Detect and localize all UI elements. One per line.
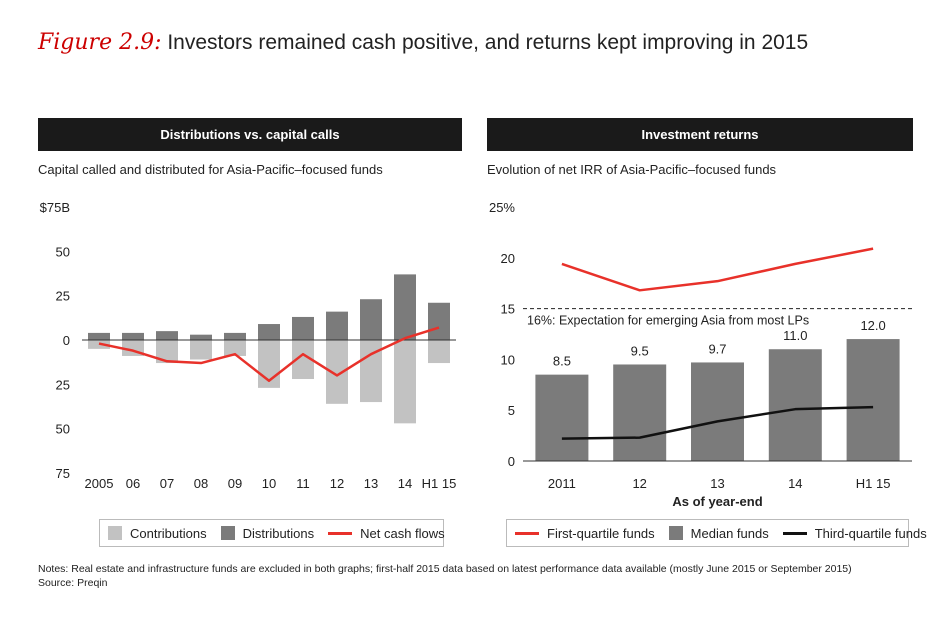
distribution-bar — [224, 332, 246, 340]
legend-swatch — [782, 531, 807, 535]
notes: Notes: Real estate and infrastructure fu… — [38, 562, 852, 590]
distribution-bar — [190, 334, 212, 340]
legend-label: Third-quartile funds — [814, 525, 927, 541]
x-tick-label: 07 — [160, 476, 174, 491]
x-axis-title: As of year-end — [672, 494, 762, 509]
x-tick-label: 11 — [296, 476, 310, 491]
left-legend: Contributions Distributions Net cash flows — [99, 519, 445, 547]
contribution-bar — [156, 340, 178, 364]
source-line: Source: Preqin — [38, 577, 108, 589]
x-tick-label: 2011 — [548, 476, 576, 491]
legend-swatch — [220, 526, 235, 540]
y-tick-label: 5 — [508, 403, 515, 418]
y-tick-label: 15 — [501, 302, 515, 317]
median-value-label: 11.0 — [783, 328, 807, 343]
median-bar — [846, 339, 900, 461]
legend-item: Contributions — [108, 526, 207, 541]
legend-swatch — [328, 531, 353, 535]
third-quartile-line — [561, 405, 874, 440]
median-bar — [535, 374, 589, 461]
legend-swatch — [108, 526, 122, 540]
y-tick-label: 0 — [63, 333, 70, 348]
notes-line: Notes: Real estate and infrastructure fu… — [38, 563, 852, 575]
first-quartile-line — [561, 247, 874, 292]
y-tick-label: 0 — [508, 454, 515, 469]
x-tick-label: 13 — [364, 476, 378, 491]
median-value-label: 12.0 — [860, 318, 885, 333]
median-bar — [691, 362, 744, 461]
median-bar — [613, 364, 667, 461]
x-tick-label: 12 — [632, 476, 646, 491]
median-value-label: 9.5 — [631, 343, 649, 358]
y-tick-label: 75 — [56, 466, 70, 481]
distribution-bar — [394, 274, 416, 340]
legend-label: First-quartile funds — [547, 525, 655, 541]
distribution-bar — [258, 324, 280, 340]
distribution-bar — [122, 332, 144, 340]
y-tick-label: 25 — [56, 377, 70, 392]
y-tick-label: 50 — [56, 244, 70, 259]
right-panel-header: Investment returns — [487, 118, 913, 151]
x-tick-label: 10 — [262, 476, 276, 491]
x-tick-label: 14 — [788, 476, 802, 491]
legend-label: Contributions — [130, 525, 207, 541]
contribution-bar — [428, 340, 450, 364]
contribution-bar — [292, 340, 314, 380]
left-panel-header: Distributions vs. capital calls — [38, 118, 462, 151]
x-tick-label: 09 — [228, 476, 242, 491]
lp-expectation-label: 16%: Expectation for emerging Asia from … — [527, 314, 809, 328]
legend-swatch — [515, 531, 539, 535]
contribution-bar — [360, 340, 382, 403]
x-tick-label: 08 — [194, 476, 208, 491]
distribution-bar — [156, 331, 178, 340]
x-tick-label: 12 — [330, 476, 344, 491]
left-panel-subtitle: Capital called and distributed for Asia-… — [38, 162, 383, 177]
distribution-bar — [292, 316, 314, 340]
legend-swatch — [668, 526, 683, 540]
median-bar — [768, 349, 822, 461]
legend-item: Median funds — [668, 525, 769, 541]
legend-item: Net cash flows — [328, 526, 445, 541]
distribution-bar — [428, 302, 450, 340]
figure-title: Figure 2.9: Investors remained cash posi… — [38, 30, 808, 55]
x-tick-label: 13 — [710, 476, 724, 491]
median-value-label: 8.5 — [553, 354, 571, 369]
contribution-bar — [224, 340, 246, 356]
distribution-bar — [360, 299, 382, 340]
contribution-bar — [190, 340, 212, 360]
distribution-bar — [88, 332, 110, 340]
x-tick-label: H1 15 — [422, 476, 457, 491]
contribution-bar — [394, 340, 416, 424]
x-tick-label: 14 — [398, 476, 412, 491]
figure-headline: Investors remained cash positive, and re… — [167, 31, 809, 54]
y-tick-label: $75B — [40, 200, 70, 215]
legend-item: First-quartile funds — [515, 526, 655, 541]
legend-item: Third-quartile funds — [782, 525, 927, 541]
legend-label: Net cash flows — [360, 525, 445, 541]
y-tick-label: 25% — [489, 200, 515, 215]
contribution-bar — [326, 340, 348, 404]
figure-label: Figure 2.9: — [38, 30, 162, 55]
y-tick-label: 50 — [56, 422, 70, 437]
y-tick-label: 20 — [501, 251, 515, 266]
distribution-bar — [326, 311, 348, 340]
legend-item: Distributions — [220, 525, 315, 541]
right-panel-subtitle: Evolution of net IRR of Asia-Pacific–foc… — [487, 162, 777, 177]
legend-label: Median funds — [690, 525, 769, 541]
right-chart: 25% 20 15 10 5 0 16%: Expectation for emerging… — [489, 200, 912, 509]
x-tick-label: 06 — [126, 476, 140, 491]
x-tick-label: 2005 — [85, 476, 114, 491]
median-value-label: 9.7 — [708, 341, 726, 356]
y-tick-label: 10 — [501, 352, 515, 367]
legend-label: Distributions — [242, 525, 315, 541]
x-tick-label: H1 15 — [856, 476, 891, 491]
net-cash-flow-line — [98, 326, 440, 383]
left-chart: $75B 50 25 0 25 50 75 2005 06 07 08 09 10 11 12 13 14 H1 … — [40, 200, 457, 491]
right-legend: First-quartile funds Median funds Third-qu… — [506, 519, 927, 547]
y-tick-label: 25 — [56, 289, 70, 304]
